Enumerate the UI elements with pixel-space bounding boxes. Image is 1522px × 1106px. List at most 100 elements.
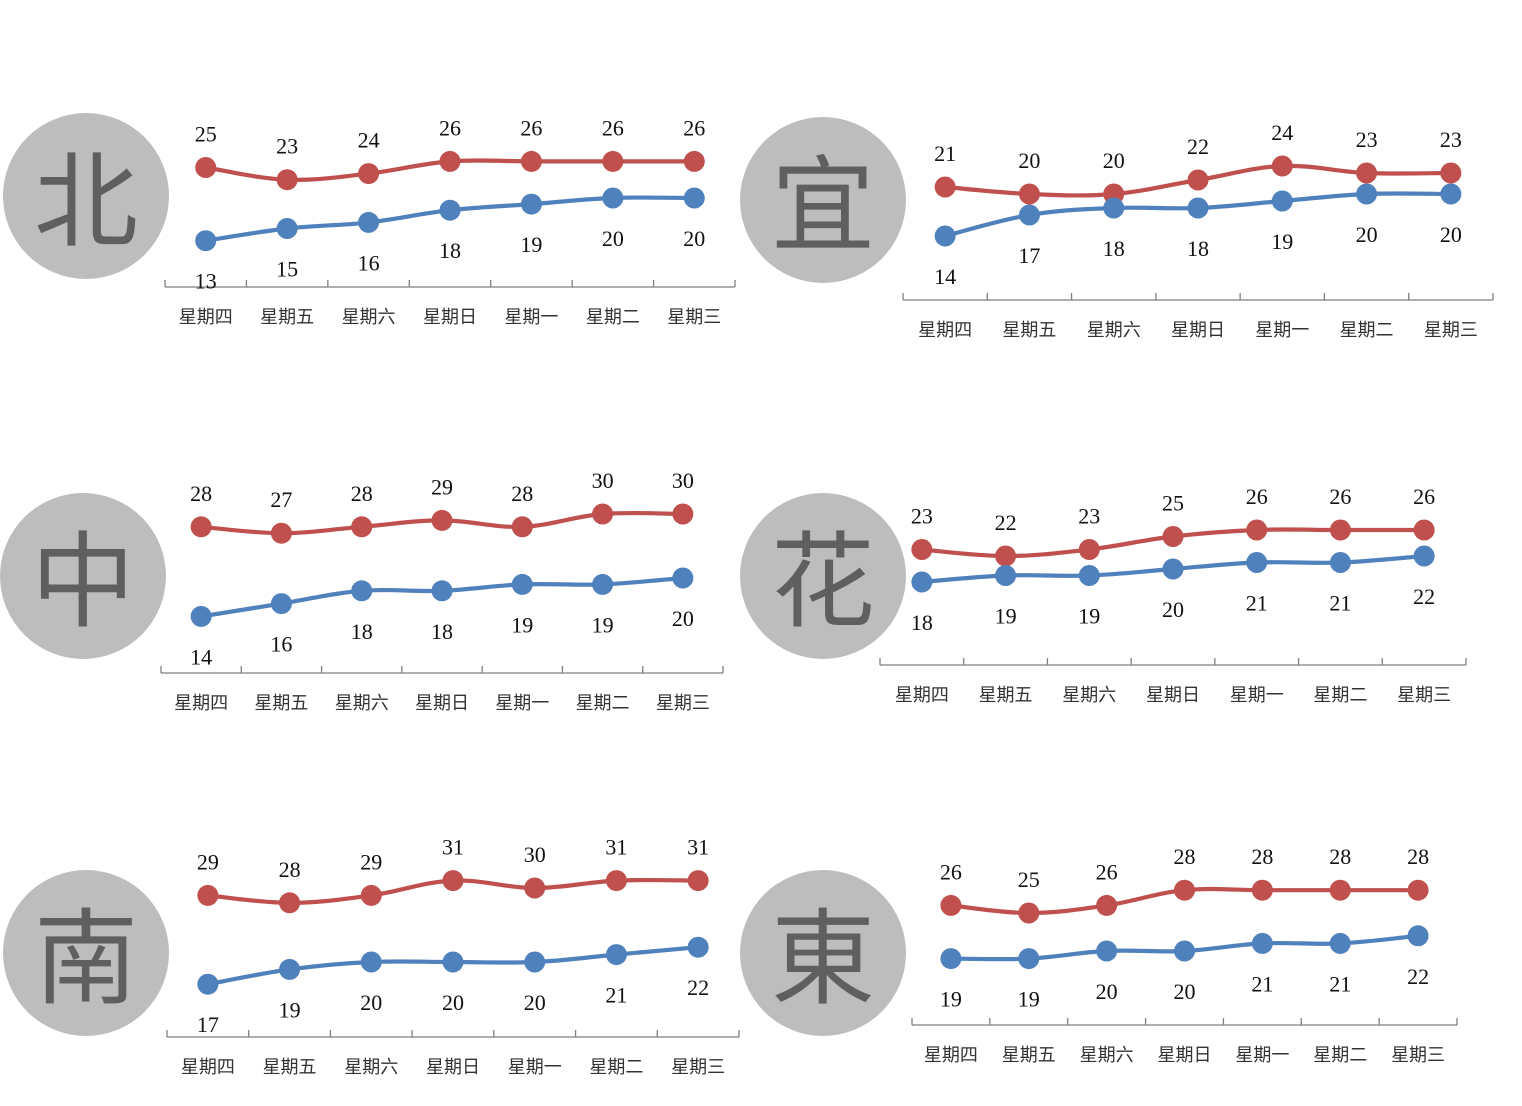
x-tick-label: 星期二 xyxy=(1313,1045,1367,1066)
low-temp-point xyxy=(520,193,542,215)
low-temp-label: 13 xyxy=(195,269,217,294)
x-tick-label: 星期二 xyxy=(1313,685,1367,706)
low-temp-label: 20 xyxy=(683,226,705,251)
low-temp-label: 16 xyxy=(358,250,380,275)
high-temp-label: 28 xyxy=(1251,844,1273,869)
high-temp-point xyxy=(511,516,533,538)
x-tick-label: 星期二 xyxy=(586,307,640,328)
x-tick-label: 星期四 xyxy=(174,693,228,714)
low-temp-label: 18 xyxy=(1103,236,1125,261)
high-temp-label: 20 xyxy=(1103,148,1125,173)
high-temp-point xyxy=(1187,169,1209,191)
high-temp-point xyxy=(592,503,614,525)
high-temp-point xyxy=(1162,526,1184,547)
high-temp-point xyxy=(524,877,546,899)
low-temp-label: 19 xyxy=(511,612,533,637)
line-chart-yilan: 星期四 星期五 星期六 星期日 星期一 星期二 星期三 21 20 20 22 24 23 23 14 17 1… xyxy=(902,120,1494,341)
x-tick-label: 星期日 xyxy=(423,307,477,328)
high-temp-label: 25 xyxy=(195,122,217,147)
low-temp-point xyxy=(1356,183,1378,205)
high-temp-point xyxy=(934,176,956,198)
high-temp-point xyxy=(279,892,301,914)
low-temp-label: 22 xyxy=(1413,584,1435,609)
low-temp-label: 22 xyxy=(1407,964,1429,989)
low-temp-label: 18 xyxy=(351,619,373,644)
high-temp-label: 26 xyxy=(1096,859,1118,884)
low-temp-label: 17 xyxy=(197,1012,219,1037)
high-temp-label: 30 xyxy=(524,842,546,867)
high-temp-point xyxy=(431,509,453,531)
high-temp-label: 20 xyxy=(1018,148,1040,173)
high-temp-point xyxy=(683,150,705,172)
high-temp-point xyxy=(1329,879,1351,901)
x-tick-label: 星期四 xyxy=(895,685,949,706)
high-temp-label: 22 xyxy=(995,510,1017,535)
high-temp-label: 30 xyxy=(672,468,694,493)
high-temp-label: 28 xyxy=(351,481,373,506)
high-temp-point xyxy=(442,870,464,892)
high-temp-label: 28 xyxy=(279,857,301,882)
low-temp-point xyxy=(1018,948,1040,970)
high-temp-point xyxy=(358,163,380,185)
high-temp-label: 31 xyxy=(605,835,627,860)
x-tick-label: 星期二 xyxy=(1340,320,1394,341)
high-temp-point xyxy=(940,894,962,916)
x-tick-label: 星期六 xyxy=(1087,320,1141,341)
region-name-south: 南 xyxy=(33,898,138,1020)
low-temp-point xyxy=(672,567,694,589)
high-temp-label: 21 xyxy=(934,141,956,166)
low-temp-label: 19 xyxy=(940,987,962,1012)
low-temp-point xyxy=(431,580,453,602)
low-temp-point xyxy=(270,593,292,615)
high-temp-label: 25 xyxy=(1018,867,1040,892)
high-temp-label: 26 xyxy=(940,859,962,884)
low-temp-label: 19 xyxy=(279,997,301,1022)
high-temp-point xyxy=(1018,183,1040,205)
line-chart-central: 星期四 星期五 星期六 星期日 星期一 星期二 星期三 28 27 28 29 28 30 30 14 16 1… xyxy=(160,468,724,714)
high-temp-label: 28 xyxy=(1329,844,1351,869)
low-temp-label: 20 xyxy=(1162,597,1184,622)
low-temp-label: 20 xyxy=(1440,222,1462,247)
region-badge-south: 南 xyxy=(3,870,169,1036)
x-tick-label: 星期五 xyxy=(263,1057,317,1078)
x-tick-label: 星期三 xyxy=(667,307,721,328)
x-tick-label: 星期日 xyxy=(426,1057,480,1078)
low-temp-point xyxy=(911,571,933,593)
low-temp-label: 19 xyxy=(1271,229,1293,254)
low-temp-point xyxy=(940,948,962,970)
low-temp-point xyxy=(1329,932,1351,954)
x-tick-label: 星期日 xyxy=(1171,320,1225,341)
low-temp-label: 18 xyxy=(911,610,933,635)
high-temp-point xyxy=(351,516,373,538)
low-temp-point xyxy=(439,199,461,221)
low-temp-point xyxy=(602,187,624,209)
low-temp-label: 20 xyxy=(672,606,694,631)
high-temp-label: 23 xyxy=(911,504,933,529)
low-temp-point xyxy=(995,565,1017,586)
low-temp-point xyxy=(1174,940,1195,962)
high-temp-point xyxy=(276,169,298,191)
high-temp-point xyxy=(197,884,219,906)
line-chart-hualien: 星期四 星期五 星期六 星期日 星期一 星期二 星期三 23 22 23 25 26 26 26 18 19 1… xyxy=(879,484,1467,706)
high-temp-label: 22 xyxy=(1187,134,1209,159)
low-temp-label: 20 xyxy=(1174,979,1196,1004)
high-temp-point xyxy=(195,157,217,178)
x-tick-label: 星期五 xyxy=(1002,1045,1056,1066)
x-tick-label: 星期六 xyxy=(1062,685,1116,706)
x-tick-label: 星期日 xyxy=(415,693,469,714)
high-temp-point xyxy=(1078,539,1100,560)
low-temp-label: 19 xyxy=(1018,987,1040,1012)
low-temp-label: 21 xyxy=(1251,971,1273,996)
low-temp-point xyxy=(279,958,301,980)
high-temp-label: 28 xyxy=(190,481,212,506)
low-temp-label: 21 xyxy=(605,983,627,1008)
x-tick-label: 星期三 xyxy=(671,1057,725,1078)
low-temp-point xyxy=(1271,190,1293,212)
low-temp-label: 22 xyxy=(687,975,709,1000)
x-tick-label: 星期三 xyxy=(1424,320,1478,341)
low-temp-point xyxy=(683,187,705,209)
low-temp-point xyxy=(1096,940,1118,962)
low-temp-point xyxy=(934,225,956,247)
high-temp-point xyxy=(1440,162,1462,184)
low-temp-point xyxy=(442,951,464,973)
